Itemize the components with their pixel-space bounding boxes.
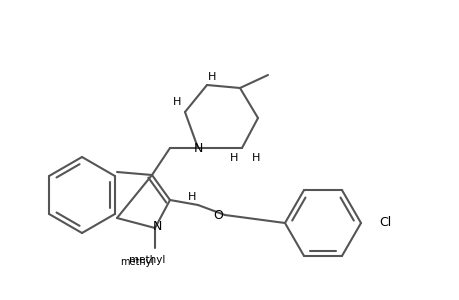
Text: H: H xyxy=(251,153,260,163)
Text: N: N xyxy=(152,220,161,233)
Text: Cl: Cl xyxy=(378,217,391,230)
Text: H: H xyxy=(187,192,196,202)
Text: O: O xyxy=(213,209,223,223)
Text: H: H xyxy=(230,153,238,163)
Text: N: N xyxy=(193,142,202,154)
Text: H: H xyxy=(207,72,216,82)
Text: H: H xyxy=(173,97,181,107)
Text: methyl: methyl xyxy=(120,257,154,267)
Text: methyl: methyl xyxy=(129,255,165,265)
